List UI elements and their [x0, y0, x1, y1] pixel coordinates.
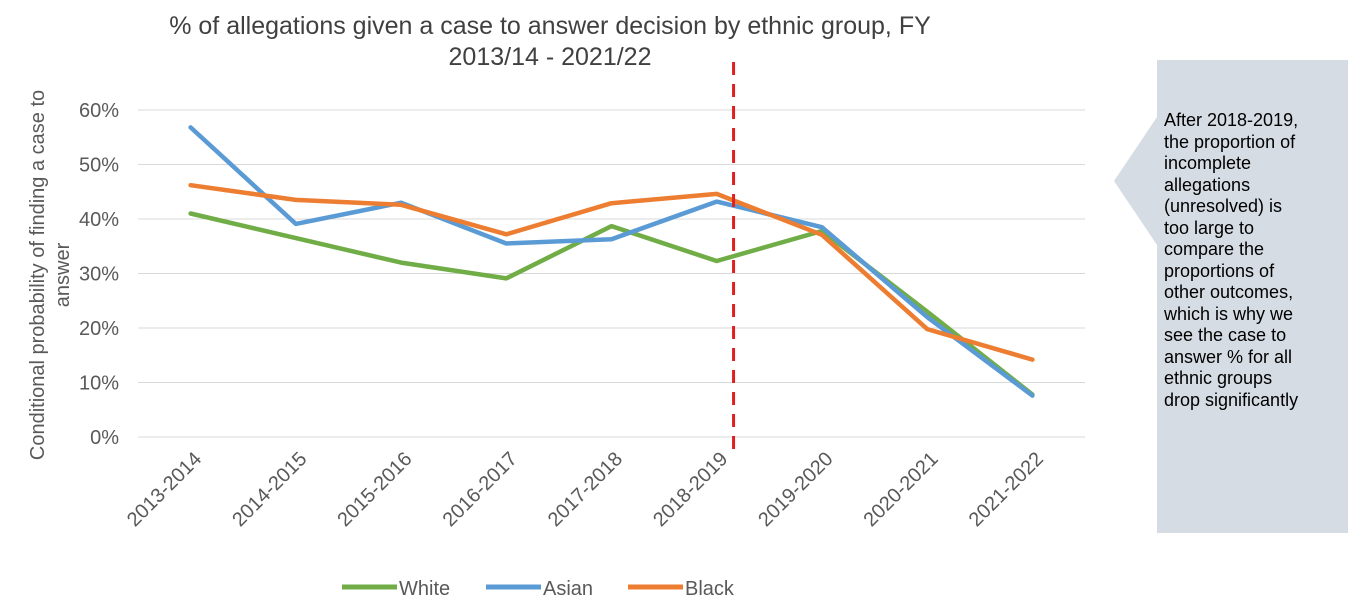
chart-title-line-2: 2013/14 - 2021/22: [448, 43, 652, 71]
x-tick-label: 2018-2019: [649, 448, 732, 531]
callout-line: (unresolved) is: [1164, 196, 1283, 216]
x-tick-label: 2016-2017: [439, 448, 522, 531]
y-axis-label: Conditional probability of finding a cas…: [27, 90, 74, 460]
callout-line: allegations: [1164, 174, 1251, 195]
y-tick-label: 20%: [79, 318, 119, 340]
callout-line: other outcomes,: [1164, 282, 1294, 302]
callout-line: compare the: [1164, 239, 1265, 259]
series-lines: [188, 125, 1035, 398]
y-axis-label-line-2: answer: [52, 242, 74, 307]
series-line-asian: [188, 125, 1035, 398]
x-tick-label: 2019-2020: [754, 448, 837, 531]
x-tick-label: 2013-2014: [123, 448, 206, 531]
callout-line: too large to: [1164, 217, 1255, 238]
y-axis-tick-labels: 0% 10% 20% 30% 40% 50% 60%: [79, 100, 119, 449]
y-tick-label: 50%: [79, 155, 119, 177]
callout-line: the proportion of: [1164, 131, 1296, 152]
callout-line: see the case to: [1164, 325, 1287, 345]
x-tick-label: 2015-2016: [333, 448, 416, 531]
y-tick-label: 0%: [90, 427, 119, 449]
callout-box: [1114, 60, 1348, 533]
y-tick-label: 10%: [79, 373, 119, 395]
y-tick-label: 30%: [79, 264, 119, 286]
x-tick-label: 2014-2015: [228, 448, 311, 531]
callout-text: After 2018-2019, the proportion of incom…: [1164, 110, 1344, 411]
callout-line: After 2018-2019,: [1164, 110, 1299, 130]
y-axis-label-line-1: Conditional probability of finding a cas…: [27, 90, 49, 460]
x-tick-label: 2017-2018: [544, 448, 627, 531]
callout-line: answer % for all: [1164, 346, 1293, 367]
callout-line: drop significantly: [1164, 389, 1299, 410]
chart-title-line-1: % of allegations given a case to answer …: [169, 12, 931, 40]
x-axis-tick-labels: 2013-2014 2014-2015 2015-2016 2016-2017 2017…: [123, 448, 1048, 531]
legend-label-asian: Asian: [543, 578, 593, 597]
x-tick-label: 2020-2021: [860, 448, 943, 531]
series-line-black: [188, 182, 1035, 362]
legend-label-white: White: [399, 578, 450, 597]
legend-label-black: Black: [685, 578, 735, 597]
y-tick-label: 40%: [79, 209, 119, 231]
callout-line: proportions of: [1164, 260, 1275, 281]
callout-line: ethnic groups: [1164, 368, 1273, 388]
callout-line: incomplete: [1164, 153, 1252, 173]
gridlines: [138, 109, 1085, 438]
x-tick-label: 2021-2022: [965, 448, 1048, 531]
legend: White Asian Black: [342, 578, 735, 597]
y-tick-label: 60%: [79, 100, 119, 122]
callout-line: which is why we: [1164, 303, 1294, 324]
